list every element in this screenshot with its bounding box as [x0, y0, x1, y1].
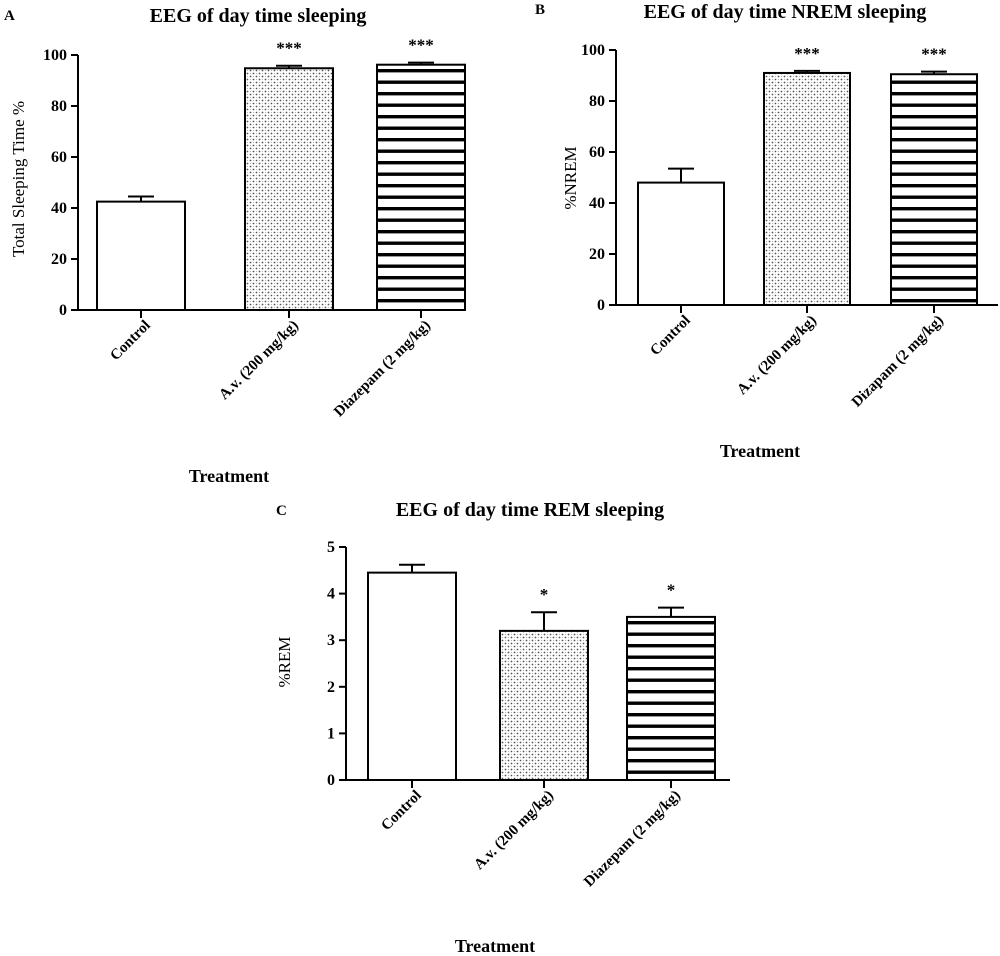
y-tick-label: 100 — [43, 47, 67, 64]
y-tick-label: 20 — [51, 251, 67, 268]
y-tick-label: 0 — [597, 297, 605, 314]
panel-label: B — [535, 2, 545, 18]
x-tick-label: A.v. (200 mg/kg) — [471, 788, 557, 874]
x-axis-label: Treatment — [720, 441, 800, 461]
panel-b: B EEG of day time NREM sleeping %NREM Tr… — [535, 1, 998, 461]
y-tick-label: 1 — [327, 725, 335, 742]
y-axis-label: %REM — [275, 637, 294, 688]
x-tick-label: Control — [647, 313, 693, 359]
x-tick-label: Dizapam (2 mg/kg) — [849, 313, 947, 411]
significance-marker: *** — [794, 44, 820, 63]
bar — [376, 63, 466, 311]
bar — [244, 67, 334, 312]
y-axis-label: Total Sleeping Time % — [9, 101, 28, 257]
y-tick-label: 80 — [51, 98, 67, 115]
y-tick-label: 100 — [581, 42, 605, 59]
x-tick-label: Control — [378, 788, 424, 834]
y-tick-label: 4 — [327, 586, 335, 603]
significance-marker: * — [667, 581, 676, 600]
bar — [96, 200, 186, 311]
x-axis-label: Treatment — [189, 466, 269, 486]
y-tick-label: 40 — [589, 195, 605, 212]
chart-title: EEG of day time REM sleeping — [396, 499, 664, 521]
significance-marker: *** — [408, 36, 434, 55]
x-tick-label: Diazepam (2 mg/kg) — [581, 788, 684, 891]
x-axis-label: Treatment — [455, 936, 535, 956]
plot-area: 0 1 2 3 4 5 Control * A.v. (200 mg/kg) * Diazepam … — [327, 539, 730, 890]
x-tick-label: A.v. (200 mg/kg) — [216, 318, 302, 404]
bar — [637, 181, 725, 307]
y-tick-label: 0 — [327, 772, 335, 789]
y-tick-label: 5 — [327, 539, 335, 556]
x-tick-label: A.v. (200 mg/kg) — [734, 313, 820, 399]
panel-label: C — [276, 503, 287, 519]
plot-area: 0 20 40 60 80 100 Control *** A.v. (200 mg/kg) **… — [43, 36, 466, 421]
bar — [367, 571, 457, 781]
y-tick-label: 40 — [51, 200, 67, 217]
significance-marker: *** — [276, 39, 302, 58]
bar — [763, 71, 851, 306]
bar — [626, 615, 716, 782]
y-tick-label: 60 — [51, 149, 67, 166]
panel-a: A EEG of day time sleeping Total Sleepin… — [4, 5, 466, 486]
bar — [499, 629, 589, 781]
bar — [890, 73, 978, 306]
panel-label: A — [4, 8, 15, 24]
x-tick-label: Control — [107, 318, 153, 364]
y-axis-label: %NREM — [561, 146, 580, 209]
significance-marker: * — [540, 585, 549, 604]
chart-title: EEG of day time NREM sleeping — [644, 1, 927, 23]
y-tick-label: 2 — [327, 679, 335, 696]
significance-marker: *** — [921, 45, 947, 64]
y-tick-label: 3 — [327, 632, 335, 649]
panel-c: C EEG of day time REM sleeping %REM Trea… — [275, 499, 730, 956]
chart-title: EEG of day time sleeping — [150, 5, 367, 27]
x-tick-label: Diazepam (2 mg/kg) — [331, 318, 434, 421]
y-tick-label: 60 — [589, 144, 605, 161]
plot-area: 0 20 40 60 80 100 Control *** A.v. (200 mg/kg) **… — [581, 42, 998, 410]
y-tick-label: 0 — [59, 302, 67, 319]
y-tick-label: 80 — [589, 93, 605, 110]
y-tick-label: 20 — [589, 246, 605, 263]
